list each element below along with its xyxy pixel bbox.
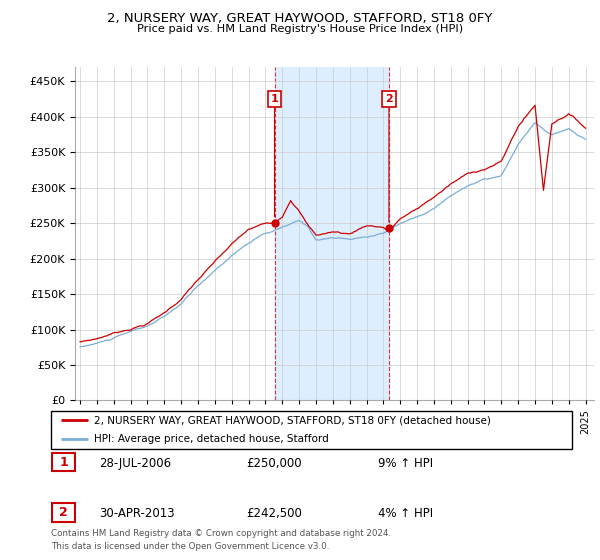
Text: 30-APR-2013: 30-APR-2013	[99, 507, 175, 520]
FancyBboxPatch shape	[52, 452, 75, 472]
Text: HPI: Average price, detached house, Stafford: HPI: Average price, detached house, Staf…	[94, 435, 329, 445]
Text: 9% ↑ HPI: 9% ↑ HPI	[378, 456, 433, 470]
Text: £250,000: £250,000	[246, 456, 302, 470]
Text: 1: 1	[271, 94, 278, 104]
Text: Contains HM Land Registry data © Crown copyright and database right 2024.
This d: Contains HM Land Registry data © Crown c…	[51, 529, 391, 550]
Bar	[275, 67, 389, 400]
Text: 4% ↑ HPI: 4% ↑ HPI	[378, 507, 433, 520]
FancyBboxPatch shape	[52, 503, 75, 522]
Text: Price paid vs. HM Land Registry's House Price Index (HPI): Price paid vs. HM Land Registry's House …	[137, 24, 463, 34]
Text: 2, NURSERY WAY, GREAT HAYWOOD, STAFFORD, ST18 0FY: 2, NURSERY WAY, GREAT HAYWOOD, STAFFORD,…	[107, 12, 493, 25]
Text: 2: 2	[385, 94, 393, 104]
Text: £242,500: £242,500	[246, 507, 302, 520]
Text: 1: 1	[59, 455, 68, 469]
Text: 2, NURSERY WAY, GREAT HAYWOOD, STAFFORD, ST18 0FY (detached house): 2, NURSERY WAY, GREAT HAYWOOD, STAFFORD,…	[94, 415, 491, 425]
Text: 2: 2	[59, 506, 68, 519]
Text: 28-JUL-2006: 28-JUL-2006	[99, 456, 171, 470]
FancyBboxPatch shape	[50, 411, 572, 449]
